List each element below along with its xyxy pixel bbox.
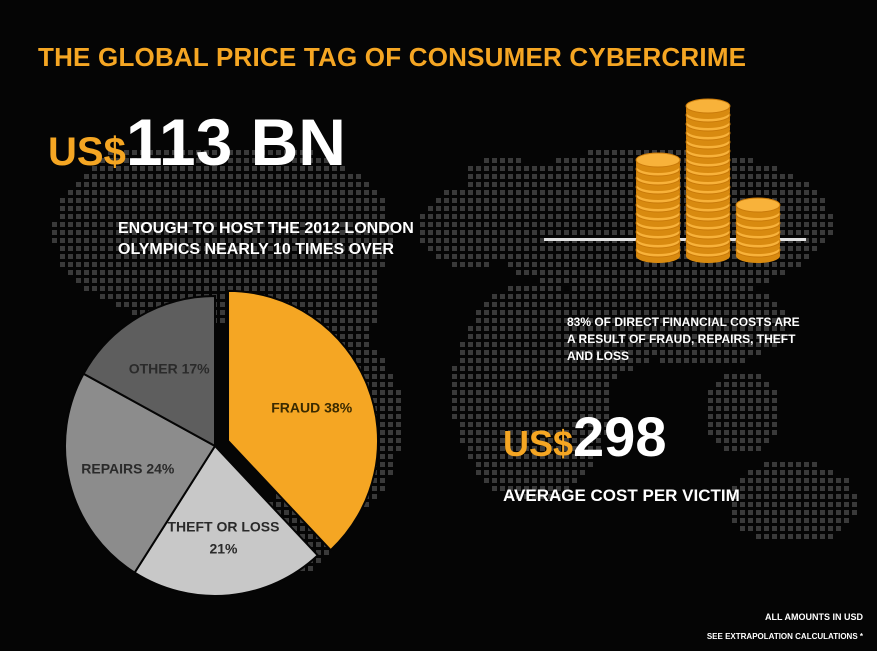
pie-slice-repairs xyxy=(64,372,217,575)
pie-slice-other xyxy=(82,294,216,448)
total-amount: 113 BN xyxy=(125,105,346,179)
average-amount: 298 xyxy=(573,405,667,468)
direct-costs-note: 83% OF DIRECT FINANCIAL COSTS ARE A RESU… xyxy=(567,315,800,363)
amounts-footnote: ALL AMOUNTS IN USD xyxy=(765,612,863,622)
pie-label-repairs: REPAIRS 24% xyxy=(81,460,175,476)
pie-label-other: OTHER 17% xyxy=(129,361,210,377)
coin-stack-1 xyxy=(635,152,681,263)
coin-stack-3 xyxy=(735,197,781,263)
total-cost: US$113 BN xyxy=(48,104,346,180)
average-cost: US$298 xyxy=(503,404,666,469)
pie-slice-fraud xyxy=(227,289,379,552)
total-currency: US$ xyxy=(48,130,126,174)
average-currency: US$ xyxy=(503,423,574,464)
coin-stacks-icon xyxy=(544,98,806,263)
page-title: THE GLOBAL PRICE TAG OF CONSUMER CYBERCR… xyxy=(38,42,747,72)
average-cost-label: AVERAGE COST PER VICTIM xyxy=(503,486,740,505)
pie-slice-theft-or-loss xyxy=(133,444,320,597)
extrapolation-footnote: SEE EXTRAPOLATION CALCULATIONS * xyxy=(706,632,863,641)
cost-breakdown-pie-chart: FRAUD 38% THEFT OR LOSS 21% REPAIRS 24% OTHE… xyxy=(64,289,379,597)
coin-stack-2 xyxy=(685,98,731,263)
pie-label-theft-or-loss: THEFT OR LOSS 21% xyxy=(167,519,279,557)
olympics-comparison: ENOUGH TO HOST THE 2012 LONDON OLYMPICS … xyxy=(118,220,414,258)
pie-label-fraud: FRAUD 38% xyxy=(271,400,352,416)
